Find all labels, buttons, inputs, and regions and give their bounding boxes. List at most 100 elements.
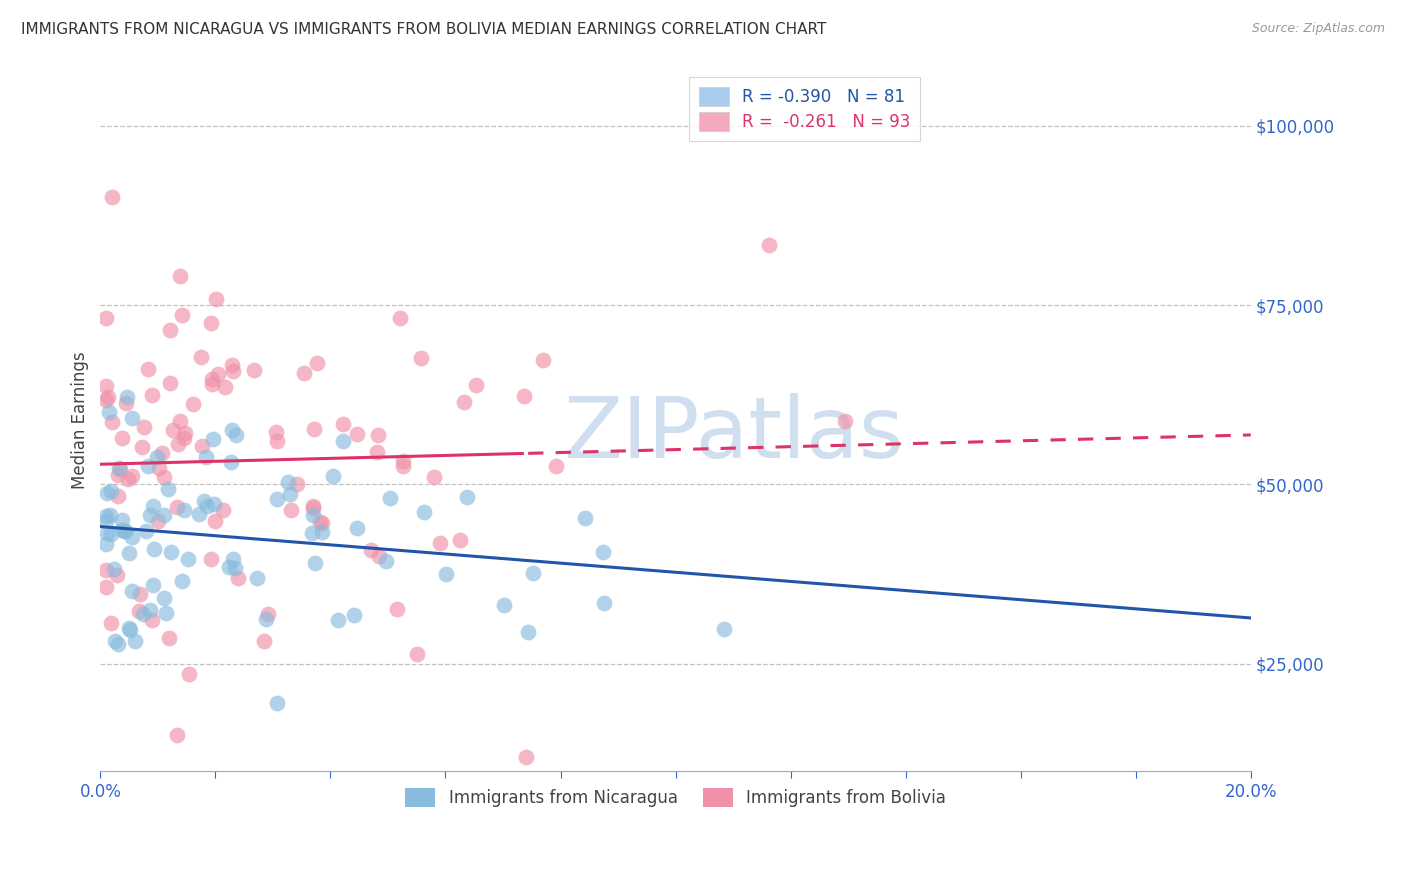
Point (128, 587, 150, 601)
Point (107, 637, 129, 651)
Point (159, 376, 181, 391)
Point (107, 489, 129, 503)
Point (378, 491, 401, 505)
Point (592, 545, 614, 559)
Point (193, 494, 215, 508)
Point (515, 750, 537, 764)
Point (309, 515, 332, 529)
Point (413, 505, 436, 519)
Point (153, 470, 176, 484)
Point (141, 613, 163, 627)
Point (173, 426, 195, 441)
Point (713, 622, 735, 636)
Point (302, 508, 325, 522)
Point (758, 237, 780, 252)
Point (187, 507, 209, 521)
Point (522, 566, 544, 581)
Point (134, 420, 156, 434)
Point (148, 461, 170, 475)
Point (96, 485, 118, 500)
Point (166, 500, 188, 515)
Point (201, 432, 224, 446)
Point (156, 482, 179, 496)
Point (135, 524, 157, 538)
Point (221, 424, 243, 438)
Point (153, 508, 176, 522)
Point (94, 509, 117, 524)
Point (190, 438, 212, 452)
Point (254, 611, 277, 625)
Point (169, 414, 191, 428)
Point (139, 603, 162, 617)
Point (98, 508, 121, 523)
Point (456, 490, 478, 504)
Point (143, 542, 166, 557)
Point (159, 323, 181, 337)
Point (131, 440, 153, 454)
Point (224, 561, 246, 575)
Point (322, 469, 344, 483)
Point (245, 571, 267, 585)
Point (221, 455, 243, 469)
Point (148, 514, 170, 528)
Point (201, 372, 224, 386)
Point (121, 469, 143, 483)
Point (167, 436, 190, 450)
Point (301, 525, 323, 540)
Point (94, 310, 117, 325)
Point (160, 545, 183, 559)
Point (280, 503, 302, 517)
Point (169, 269, 191, 284)
Point (105, 568, 128, 582)
Point (200, 552, 222, 566)
Point (121, 530, 143, 544)
Point (190, 350, 212, 364)
Point (139, 508, 162, 522)
Point (100, 526, 122, 541)
Point (453, 394, 475, 409)
Point (277, 475, 299, 490)
Point (243, 362, 266, 376)
Point (121, 584, 143, 599)
Point (202, 498, 225, 512)
Point (434, 566, 457, 581)
Point (200, 317, 222, 331)
Point (218, 560, 240, 574)
Point (97, 390, 120, 404)
Point (181, 397, 204, 411)
Point (136, 459, 159, 474)
Point (108, 460, 131, 475)
Point (326, 613, 349, 627)
Point (266, 696, 288, 710)
Point (157, 631, 180, 645)
Point (115, 390, 138, 404)
Point (226, 571, 249, 585)
Text: IMMIGRANTS FROM NICARAGUA VS IMMIGRANTS FROM BOLIVIA MEDIAN EARNINGS CORRELATION: IMMIGRANTS FROM NICARAGUA VS IMMIGRANTS … (21, 22, 827, 37)
Point (304, 422, 326, 436)
Point (544, 459, 567, 474)
Point (170, 308, 193, 322)
Point (207, 367, 229, 381)
Point (360, 543, 382, 558)
Point (96, 525, 118, 540)
Point (94, 393, 117, 408)
Point (367, 428, 389, 442)
Point (114, 524, 136, 539)
Point (100, 484, 122, 499)
Point (533, 353, 555, 368)
Point (107, 468, 129, 483)
Point (200, 376, 222, 391)
Point (211, 503, 233, 517)
Point (346, 427, 368, 442)
Point (449, 533, 471, 547)
Point (118, 624, 141, 638)
Point (304, 557, 326, 571)
Point (101, 189, 124, 203)
Point (301, 500, 323, 514)
Point (409, 351, 432, 365)
Point (142, 499, 165, 513)
Y-axis label: Median Earnings: Median Earnings (72, 351, 89, 489)
Point (146, 450, 169, 464)
Point (104, 634, 127, 648)
Point (94, 563, 117, 577)
